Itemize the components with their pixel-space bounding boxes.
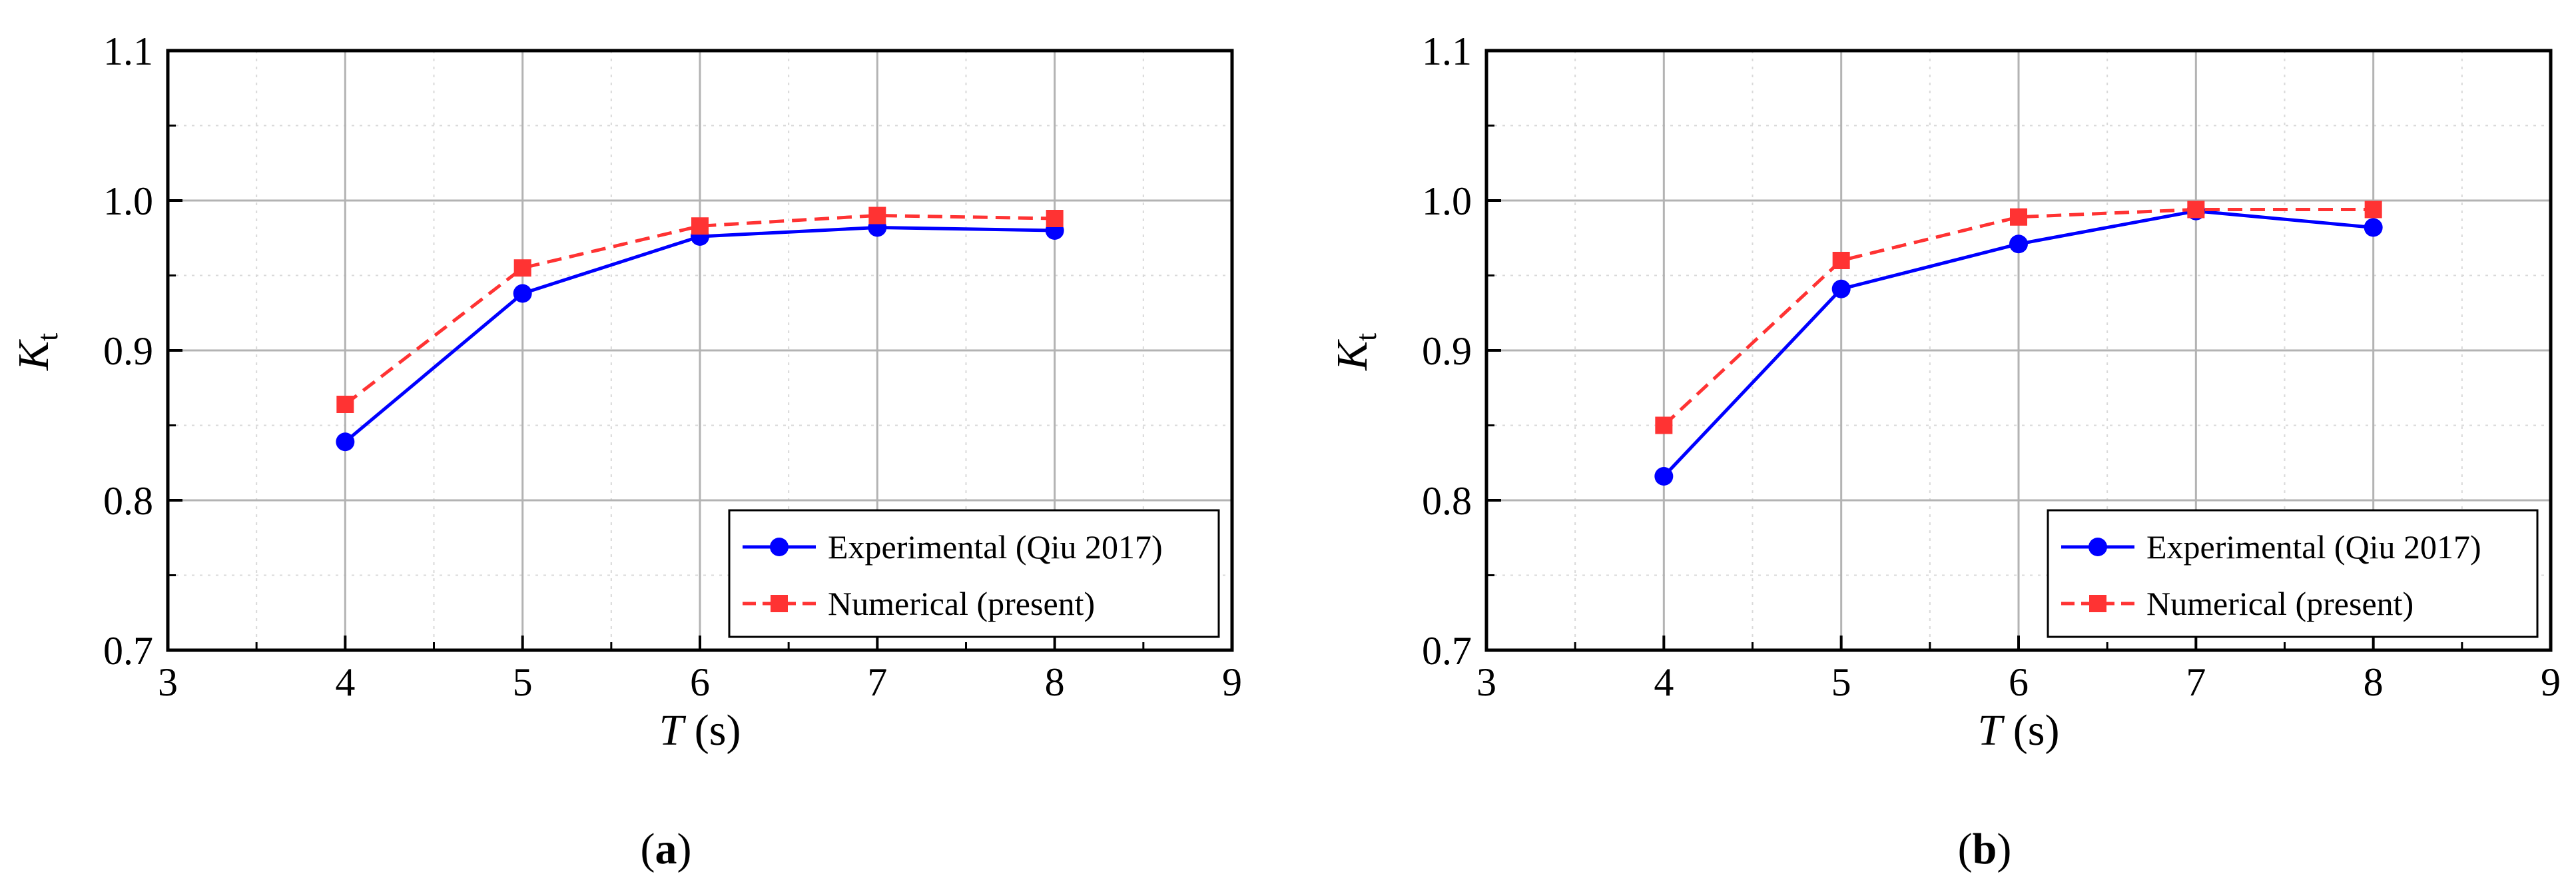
y-axis-variable: K — [9, 339, 58, 371]
x-tick-label: 8 — [2364, 660, 2384, 704]
y-tick-label: 0.8 — [103, 479, 153, 523]
x-tick-label: 5 — [1831, 660, 1851, 704]
data-point-square — [1655, 416, 1673, 434]
legend-box — [2047, 509, 2539, 638]
x-axis-unit: (s) — [2013, 706, 2060, 755]
x-axis-variable: T — [659, 706, 687, 755]
x-tick-label: 3 — [1476, 660, 1496, 704]
data-point-circle — [2009, 234, 2028, 254]
x-tick-label: 6 — [2009, 660, 2029, 704]
panel-label-open: ( — [641, 825, 655, 873]
legend-label: Experimental (Qiu 2017) — [2146, 528, 2481, 566]
x-tick-label: 4 — [1654, 660, 1674, 704]
x-axis-title: T (s) — [1978, 706, 2060, 755]
x-tick-label: 5 — [513, 660, 533, 704]
data-point-circle — [1831, 279, 1851, 298]
y-tick-label: 1.0 — [103, 179, 153, 223]
x-tick-label: 6 — [690, 660, 710, 704]
y-tick-label: 0.8 — [1422, 479, 1472, 523]
data-point-square — [2364, 201, 2382, 219]
panel-label: (b) — [1958, 825, 2012, 873]
data-point-square — [1832, 252, 1850, 269]
y-axis-subscript: t — [1350, 333, 1383, 341]
x-axis-unit: (s) — [695, 706, 741, 755]
legend-box — [728, 509, 1220, 638]
chart-a: 3 4 5 6 7 8 9 0.7 0.8 0.9 1.0 1.1 T (s) Kt Experimenta… — [9, 29, 1242, 873]
series-line — [1662, 208, 2374, 427]
panel-label-close: ) — [1997, 825, 2011, 873]
data-point-circle — [1654, 467, 1674, 486]
panel-label: (a) — [641, 825, 692, 873]
panel-label-letter: b — [1973, 825, 1997, 873]
legend-marker-circle — [770, 538, 789, 556]
x-tick-label: 9 — [2541, 660, 2561, 704]
legend: Experimental (Qiu 2017) Numerical (presen… — [2047, 509, 2539, 638]
y-tick-label: 0.9 — [1422, 329, 1472, 373]
legend-marker-square — [771, 595, 788, 612]
data-point-circle — [336, 432, 355, 452]
x-tick-label: 3 — [158, 660, 178, 704]
series-line — [344, 213, 1055, 406]
data-point-square — [336, 396, 354, 413]
y-tick-label: 0.7 — [1422, 629, 1472, 673]
legend: Experimental (Qiu 2017) Numerical (presen… — [728, 509, 1220, 638]
y-tick-label: 1.0 — [1422, 179, 1472, 223]
y-axis-subscript: t — [31, 333, 64, 341]
panel-label-open: ( — [1958, 825, 1973, 873]
x-axis-gap — [683, 706, 695, 755]
x-tick-label: 8 — [1045, 660, 1065, 704]
panel-label-close: ) — [677, 825, 692, 873]
legend-marker-circle — [2089, 538, 2107, 556]
y-axis-title: Kt — [1328, 333, 1383, 371]
legend-label: Numerical (present) — [828, 585, 1095, 622]
panel-label-letter: a — [655, 825, 677, 873]
x-tick-label: 7 — [2186, 660, 2206, 704]
series-numerical — [336, 207, 1064, 413]
legend-label: Numerical (present) — [2146, 585, 2414, 622]
legend-label: Experimental (Qiu 2017) — [828, 528, 1163, 566]
y-tick-label: 0.9 — [103, 329, 153, 373]
chart-b: 3 4 5 6 7 8 9 0.7 0.8 0.9 1.0 1.1 T (s) Kt Experimenta… — [1328, 29, 2561, 873]
data-point-square — [691, 217, 709, 235]
data-point-square — [1046, 210, 1064, 227]
series-numerical — [1655, 201, 2382, 434]
x-axis-gap — [2002, 706, 2013, 755]
data-point-square — [513, 259, 531, 277]
data-point-circle — [513, 284, 532, 303]
y-tick-label: 0.7 — [103, 629, 153, 673]
ticks: 3 4 5 6 7 8 9 0.7 0.8 0.9 1.0 1.1 — [103, 29, 1242, 704]
data-point-circle — [2364, 218, 2383, 237]
y-tick-label: 1.1 — [103, 29, 153, 73]
data-point-square — [2010, 208, 2027, 226]
x-axis-title: T (s) — [659, 706, 741, 755]
data-point-square — [868, 207, 886, 224]
x-tick-label: 9 — [1222, 660, 1242, 704]
x-tick-label: 4 — [335, 660, 355, 704]
data-point-square — [2187, 201, 2205, 219]
legend-marker-square — [2089, 595, 2106, 612]
y-axis-variable: K — [1328, 339, 1377, 371]
x-axis-variable: T — [1978, 706, 2005, 755]
x-tick-label: 7 — [867, 660, 887, 704]
y-axis-title: Kt — [9, 333, 64, 371]
y-tick-label: 1.1 — [1422, 29, 1472, 73]
ticks: 3 4 5 6 7 8 9 0.7 0.8 0.9 1.0 1.1 — [1422, 29, 2561, 704]
